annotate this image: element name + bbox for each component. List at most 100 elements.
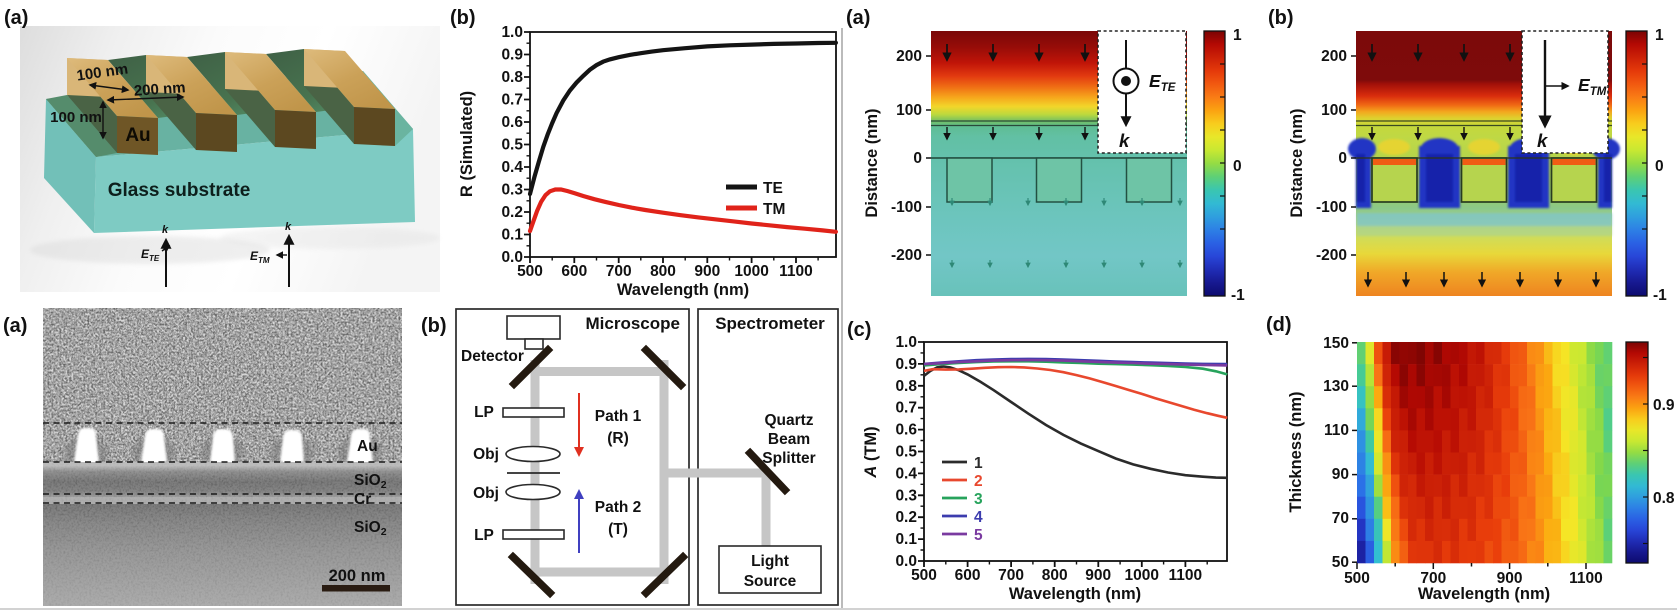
svg-text:Microscope: Microscope [586, 314, 680, 333]
svg-text:1: 1 [1233, 27, 1242, 44]
svg-text:Wavelength (nm): Wavelength (nm) [1009, 585, 1141, 603]
svg-text:k: k [1119, 130, 1131, 151]
svg-text:(b): (b) [450, 7, 476, 29]
svg-text:0.8: 0.8 [895, 378, 917, 395]
svg-text:-1: -1 [1231, 287, 1245, 304]
svg-text:Spectrometer: Spectrometer [715, 314, 825, 333]
svg-text:0.0: 0.0 [895, 553, 917, 570]
svg-text:900: 900 [1085, 567, 1111, 584]
svg-text:1: 1 [1655, 27, 1664, 44]
svg-text:0.6: 0.6 [501, 114, 523, 131]
svg-text:0: 0 [913, 150, 922, 167]
svg-text:0.5: 0.5 [895, 444, 917, 461]
svg-text:0.8: 0.8 [501, 69, 523, 86]
svg-text:Splitter: Splitter [762, 450, 815, 467]
svg-text:0: 0 [1233, 158, 1242, 175]
svg-text:0.4: 0.4 [895, 465, 917, 482]
svg-text:Source: Source [744, 573, 797, 590]
svg-text:0.2: 0.2 [895, 509, 917, 526]
svg-text:1.0: 1.0 [501, 24, 523, 41]
svg-text:SiO2: SiO2 [354, 472, 387, 491]
svg-text:5: 5 [974, 527, 983, 544]
svg-text:90: 90 [1332, 466, 1349, 483]
svg-text:100: 100 [1321, 102, 1347, 119]
svg-text:A (TM): A (TM) [862, 426, 880, 478]
svg-text:Obj: Obj [473, 485, 499, 502]
svg-text:(a): (a) [3, 315, 27, 337]
svg-text:0.3: 0.3 [895, 487, 917, 504]
svg-text:0.1: 0.1 [501, 227, 523, 244]
svg-text:LP: LP [474, 527, 494, 544]
svg-text:0.7: 0.7 [501, 92, 523, 109]
svg-text:0.3: 0.3 [501, 182, 523, 199]
svg-text:-200: -200 [1316, 247, 1347, 264]
svg-text:1000: 1000 [1125, 567, 1159, 584]
svg-text:(d): (d) [1266, 314, 1292, 336]
svg-text:(b): (b) [421, 315, 447, 337]
svg-text:700: 700 [1420, 570, 1446, 587]
svg-text:LP: LP [474, 404, 494, 421]
svg-text:TM: TM [763, 201, 785, 218]
svg-text:0.9: 0.9 [1653, 397, 1675, 414]
svg-text:600: 600 [561, 263, 587, 280]
svg-text:(a): (a) [846, 7, 870, 29]
svg-text:k: k [1537, 130, 1549, 151]
svg-text:110: 110 [1324, 422, 1349, 439]
svg-text:Wavelength (nm): Wavelength (nm) [617, 281, 749, 299]
svg-text:200 nm: 200 nm [329, 567, 386, 585]
svg-text:0.8: 0.8 [1653, 490, 1675, 507]
svg-text:R (Simulated): R (Simulated) [458, 91, 476, 197]
svg-text:200 nm: 200 nm [133, 79, 186, 100]
svg-text:0.9: 0.9 [895, 356, 917, 373]
svg-text:(R): (R) [607, 430, 629, 447]
svg-text:Path 2: Path 2 [595, 499, 642, 516]
svg-text:Cr: Cr [354, 491, 371, 508]
svg-text:900: 900 [1497, 570, 1523, 587]
svg-text:Au: Au [125, 125, 150, 146]
svg-text:Detector: Detector [461, 348, 524, 365]
svg-text:130: 130 [1323, 378, 1349, 395]
svg-text:(c): (c) [847, 319, 871, 341]
svg-text:1100: 1100 [1569, 570, 1603, 587]
svg-text:50: 50 [1332, 554, 1349, 571]
svg-text:200: 200 [1321, 48, 1347, 65]
svg-text:800: 800 [1042, 567, 1068, 584]
svg-text:-1: -1 [1653, 287, 1667, 304]
svg-text:Obj: Obj [473, 446, 499, 463]
svg-text:200: 200 [896, 48, 922, 65]
svg-text:-100: -100 [1316, 199, 1347, 216]
svg-text:Distance (nm): Distance (nm) [863, 108, 881, 217]
svg-text:0: 0 [1338, 150, 1347, 167]
svg-text:800: 800 [650, 263, 676, 280]
svg-text:2: 2 [974, 473, 983, 490]
svg-text:1: 1 [974, 455, 983, 472]
svg-text:k: k [162, 224, 169, 236]
svg-text:500: 500 [517, 263, 543, 280]
svg-text:-200: -200 [891, 247, 922, 264]
svg-text:SiO2: SiO2 [354, 519, 387, 538]
svg-text:Light: Light [751, 553, 789, 570]
svg-text:Quartz: Quartz [764, 412, 813, 429]
svg-text:Thickness (nm): Thickness (nm) [1287, 391, 1305, 512]
svg-text:3: 3 [974, 491, 983, 508]
svg-text:(a): (a) [4, 7, 28, 29]
svg-text:100 nm: 100 nm [50, 109, 102, 126]
svg-text:0.9: 0.9 [501, 47, 523, 64]
svg-text:0.6: 0.6 [895, 422, 917, 439]
svg-text:Glass substrate: Glass substrate [108, 180, 251, 201]
svg-text:k: k [285, 221, 292, 233]
svg-text:Au: Au [357, 438, 378, 455]
svg-text:Beam: Beam [768, 431, 810, 448]
svg-text:0.4: 0.4 [501, 159, 523, 176]
svg-text:1.0: 1.0 [895, 334, 917, 351]
svg-text:0.1: 0.1 [895, 531, 917, 548]
svg-text:0.7: 0.7 [895, 400, 917, 417]
svg-text:900: 900 [694, 263, 720, 280]
svg-text:700: 700 [606, 263, 632, 280]
svg-text:600: 600 [955, 567, 981, 584]
svg-text:100: 100 [896, 102, 922, 119]
svg-text:500: 500 [911, 567, 937, 584]
svg-text:0.2: 0.2 [501, 204, 523, 221]
svg-text:-100: -100 [891, 199, 922, 216]
svg-text:Wavelength (nm): Wavelength (nm) [1418, 585, 1550, 603]
